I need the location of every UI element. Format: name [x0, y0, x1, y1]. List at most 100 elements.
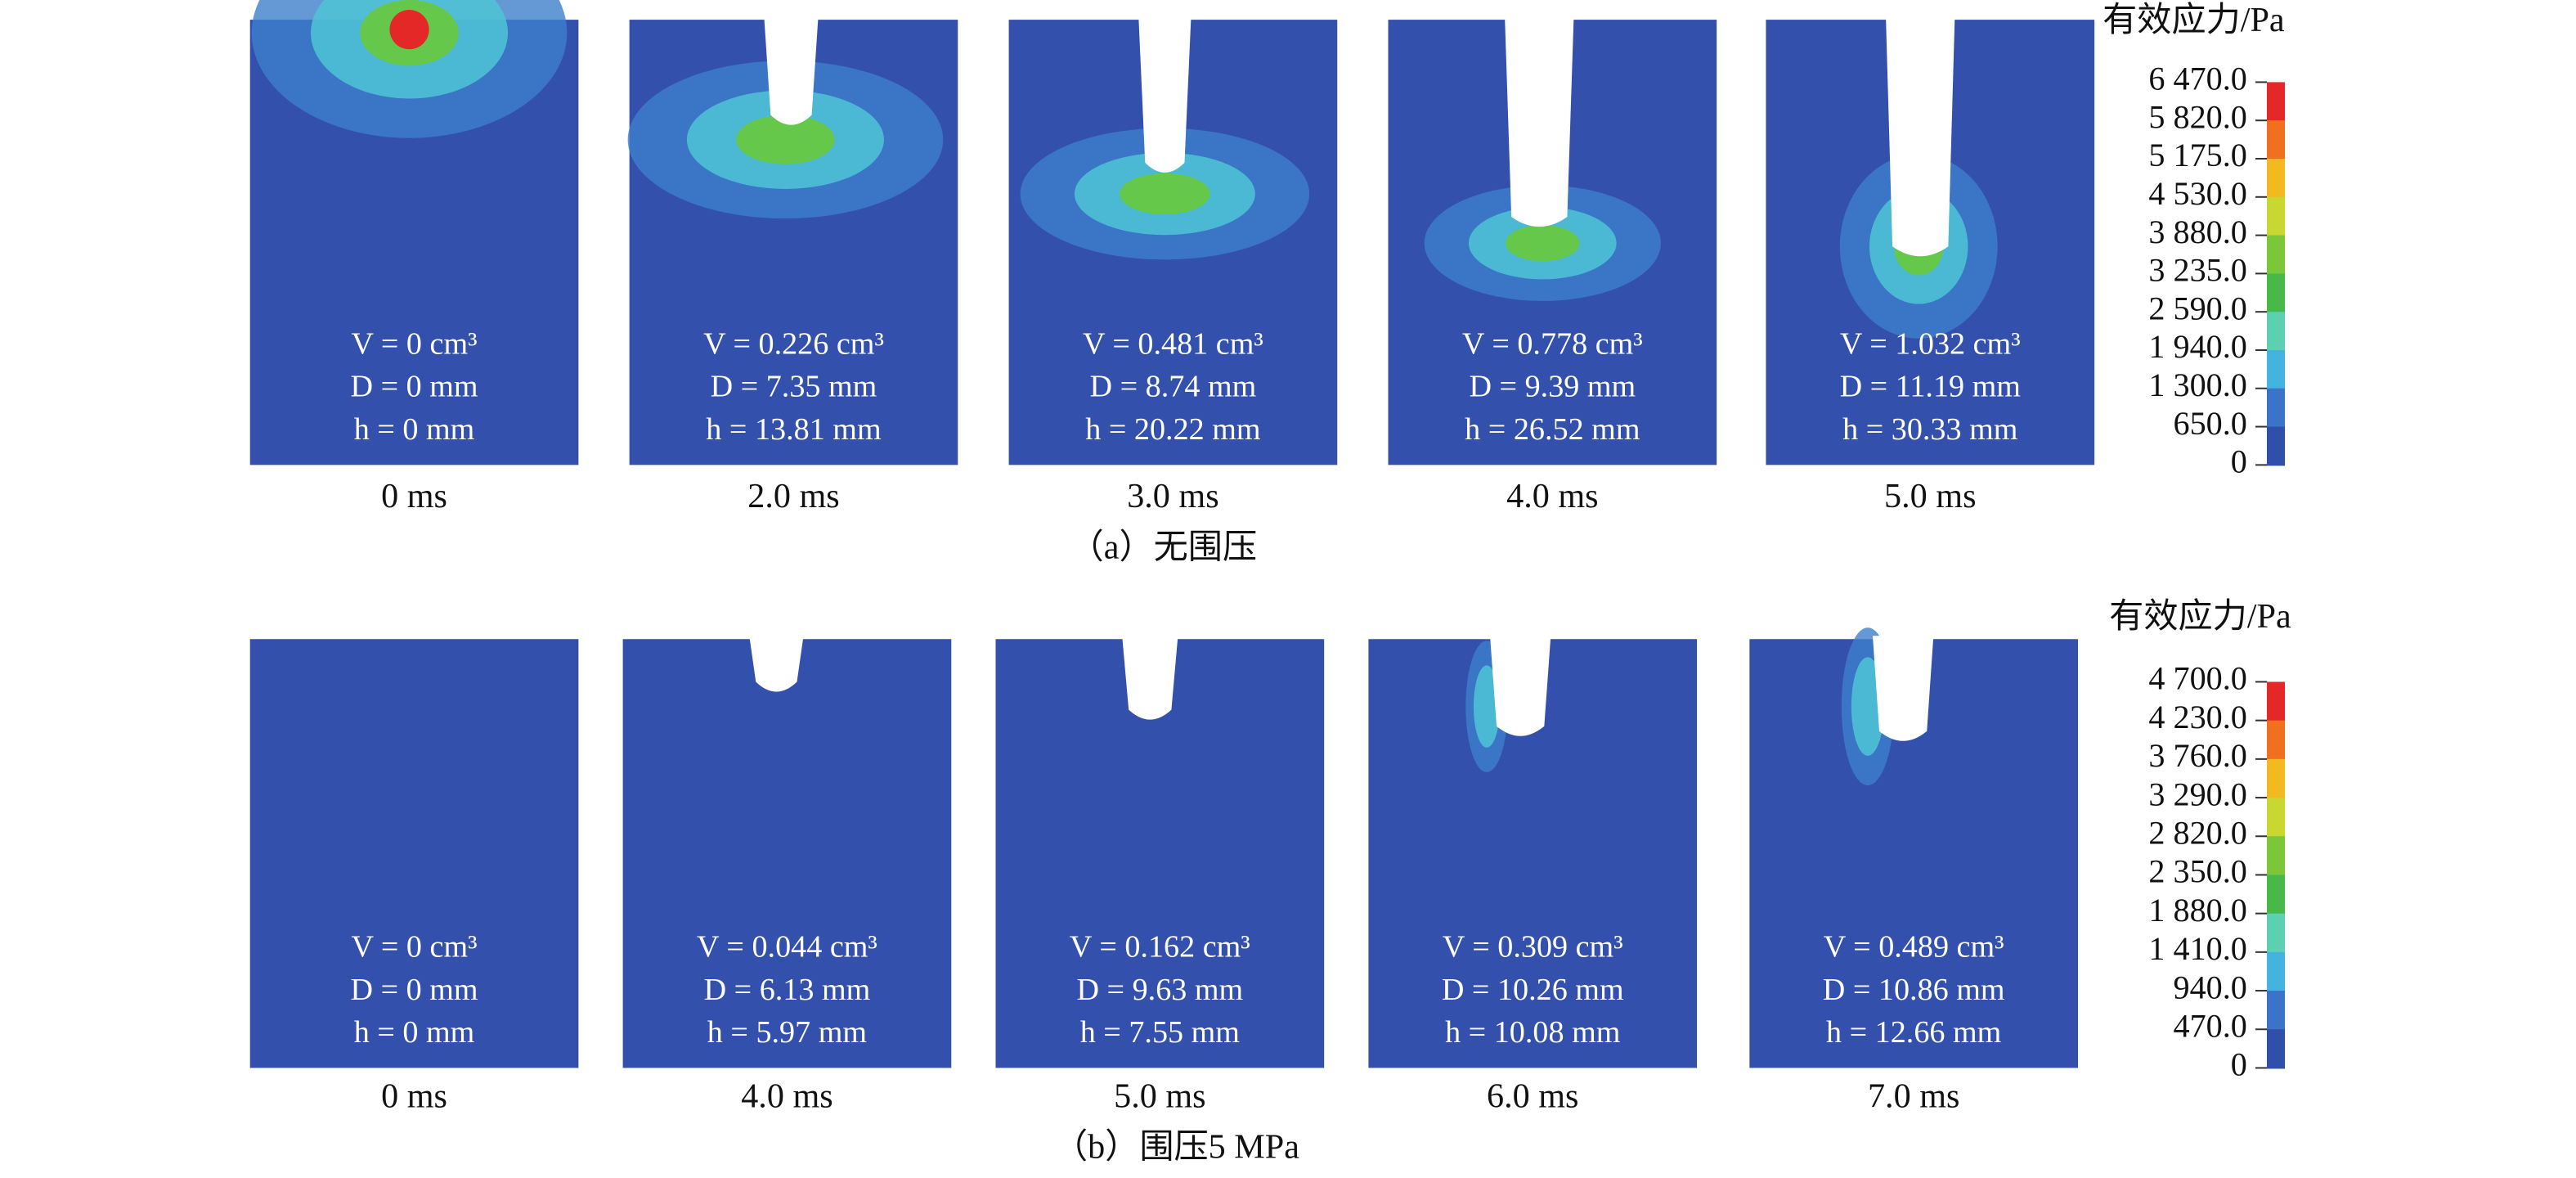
- stress-zone: [736, 115, 835, 164]
- panel-parameter: D = 9.63 mm: [1076, 973, 1243, 1007]
- panel-parameter: V = 0.309 cm³: [1443, 930, 1623, 964]
- legend-tick-label: 1 300.0: [2148, 366, 2246, 403]
- legend-tick-label: 2 590.0: [2148, 290, 2246, 326]
- panel-parameter: V = 0.778 cm³: [1462, 327, 1643, 362]
- legend-tick-label: 3 760.0: [2148, 737, 2246, 774]
- panel-parameter: D = 7.35 mm: [711, 370, 877, 404]
- time-label: 3.0 ms: [1127, 477, 1218, 515]
- legend-band: [2266, 836, 2286, 876]
- panel-parameter: V = 0.162 cm³: [1070, 930, 1250, 964]
- time-label: 2.0 ms: [747, 477, 839, 515]
- legend-tick-label: 6 470.0: [2148, 61, 2246, 97]
- stress-zone: [389, 10, 429, 50]
- panel-parameter: D = 10.86 mm: [1823, 973, 2005, 1007]
- crater: [1490, 636, 1551, 736]
- panel-parameter: h = 5.97 mm: [707, 1015, 868, 1050]
- panel-parameter: h = 13.81 mm: [706, 412, 882, 447]
- time-label: 7.0 ms: [1868, 1077, 1959, 1115]
- legend-tick-label: 4 530.0: [2148, 175, 2246, 212]
- time-label: 6.0 ms: [1487, 1077, 1578, 1115]
- panel-parameter: D = 10.26 mm: [1442, 973, 1624, 1007]
- panel-parameter: h = 10.08 mm: [1445, 1015, 1621, 1050]
- panel-parameter: V = 1.032 cm³: [1840, 327, 2021, 362]
- panel-parameter: V = 0.489 cm³: [1824, 930, 2004, 964]
- legend-band: [2266, 758, 2286, 799]
- legend-tick-label: 0: [2231, 443, 2247, 480]
- time-label: 0 ms: [381, 1077, 447, 1115]
- legend-band: [2266, 349, 2286, 389]
- panel-parameter: V = 0.481 cm³: [1083, 327, 1263, 362]
- legend-tick-label: 650.0: [2174, 405, 2247, 442]
- panel-parameter: D = 0 mm: [351, 370, 478, 404]
- simulation-panel: [622, 639, 952, 1068]
- legend-title: 有效应力/Pa: [2103, 1, 2285, 39]
- panel-parameter: h = 0 mm: [354, 412, 475, 447]
- legend-tick-label: 5 175.0: [2148, 137, 2246, 173]
- panel-parameter: h = 0 mm: [354, 1015, 475, 1050]
- panel-parameter: V = 0.044 cm³: [697, 930, 877, 964]
- legend-band: [2266, 82, 2286, 122]
- legend-band: [2266, 426, 2286, 466]
- legend-band: [2266, 875, 2286, 915]
- legend-tick-label: 470.0: [2174, 1007, 2247, 1044]
- panel-parameter: D = 8.74 mm: [1090, 370, 1257, 404]
- time-label: 5.0 ms: [1884, 477, 1976, 515]
- time-label: 4.0 ms: [1506, 477, 1598, 515]
- legend-title: 有效应力/Pa: [2109, 597, 2291, 636]
- panel-parameter: V = 0 cm³: [352, 930, 478, 964]
- panel-parameter: h = 7.55 mm: [1080, 1015, 1241, 1050]
- caption: （b）围压5 MPa: [1053, 1128, 1299, 1167]
- legend-tick-label: 2 820.0: [2148, 814, 2246, 851]
- panel-parameter: V = 0.226 cm³: [703, 327, 884, 362]
- legend-tick-label: 940.0: [2174, 969, 2247, 1005]
- crater: [1122, 636, 1178, 720]
- legend-band: [2266, 720, 2286, 760]
- time-label: 0 ms: [381, 477, 447, 515]
- panel-parameter: D = 9.39 mm: [1469, 370, 1636, 404]
- panel-parameter: D = 6.13 mm: [704, 973, 871, 1007]
- stress-zone: [1473, 665, 1501, 748]
- legend-tick-label: 5 820.0: [2148, 98, 2246, 135]
- crater: [764, 16, 819, 125]
- panel-parameter: h = 12.66 mm: [1826, 1015, 2002, 1050]
- legend-band: [2266, 312, 2286, 351]
- crater: [1505, 16, 1574, 227]
- panel-parameter: h = 30.33 mm: [1842, 412, 2018, 447]
- time-label: 4.0 ms: [741, 1077, 832, 1115]
- time-label: 5.0 ms: [1114, 1077, 1205, 1115]
- stress-zone: [1506, 225, 1580, 262]
- legend-band: [2266, 273, 2286, 313]
- legend-band: [2266, 159, 2286, 198]
- legend-band: [2266, 196, 2286, 236]
- legend-tick-label: 0: [2231, 1046, 2247, 1083]
- legend-band: [2266, 120, 2286, 160]
- legend-tick-label: 1 410.0: [2148, 930, 2246, 967]
- legend-band: [2266, 798, 2286, 838]
- stress-zone: [1120, 173, 1210, 215]
- simulation-panel: [249, 639, 579, 1068]
- crater: [1872, 636, 1934, 741]
- panel-parameter: h = 26.52 mm: [1465, 412, 1640, 447]
- legend-tick-label: 3 290.0: [2148, 776, 2246, 812]
- panel-parameter: h = 20.22 mm: [1085, 412, 1261, 447]
- caption: （a）无围压: [1070, 528, 1258, 566]
- panel-parameter: V = 0 cm³: [352, 327, 478, 362]
- legend-tick-label: 3 880.0: [2148, 214, 2246, 250]
- legend-tick-label: 1 880.0: [2148, 892, 2246, 928]
- crater: [1886, 16, 1955, 257]
- legend-tick-label: 3 235.0: [2148, 252, 2246, 289]
- legend-band: [2266, 681, 2286, 722]
- legend-band: [2266, 235, 2286, 275]
- legend-band: [2266, 913, 2286, 953]
- legend-band: [2266, 951, 2286, 992]
- legend-band: [2266, 991, 2286, 1031]
- panel-parameter: D = 11.19 mm: [1840, 370, 2022, 404]
- legend-tick-label: 4 700.0: [2148, 660, 2246, 697]
- legend-tick-label: 1 940.0: [2148, 328, 2246, 365]
- legend-band: [2266, 388, 2286, 428]
- panel-parameter: D = 0 mm: [351, 973, 478, 1007]
- legend-band: [2266, 1029, 2286, 1069]
- crater: [1138, 16, 1192, 173]
